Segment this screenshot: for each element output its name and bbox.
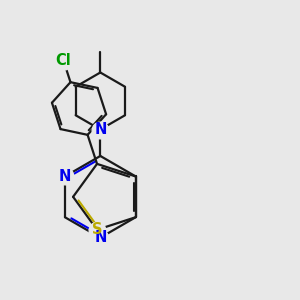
Text: N: N xyxy=(94,122,106,137)
Text: S: S xyxy=(92,222,102,237)
Text: N: N xyxy=(59,169,71,184)
Text: N: N xyxy=(94,230,106,245)
Text: Cl: Cl xyxy=(56,53,71,68)
